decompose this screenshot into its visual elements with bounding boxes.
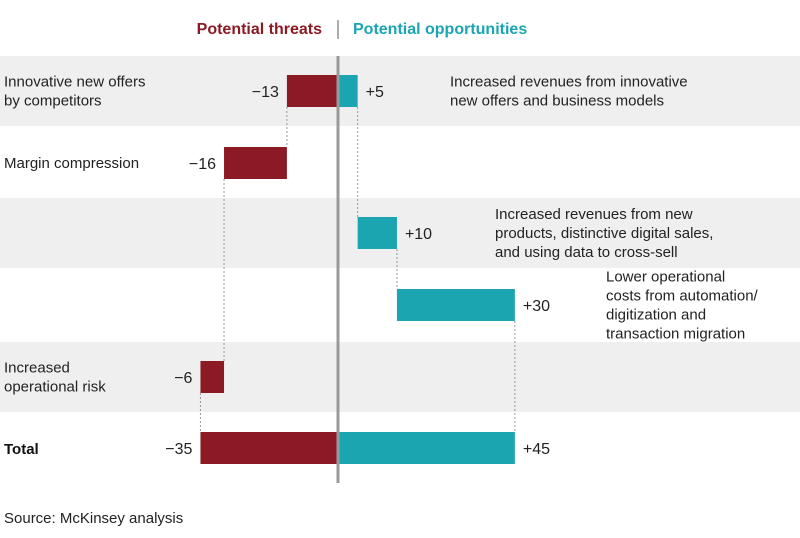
- threat-bar: [224, 147, 287, 179]
- total-label: Total: [4, 441, 39, 458]
- legend-divider: |: [335, 18, 340, 40]
- threat-category-label: Innovative new offers: [4, 74, 145, 91]
- source-note: Source: McKinsey analysis: [4, 510, 183, 527]
- opportunity-value-label: +10: [405, 226, 432, 243]
- row-band: [0, 56, 800, 126]
- row-bands: [0, 56, 800, 412]
- legend-opportunities: Potential opportunities: [353, 21, 527, 38]
- threat-value-label: −6: [174, 370, 192, 387]
- legend-threats: Potential threats: [197, 21, 322, 38]
- opportunity-bar: [396, 289, 515, 321]
- opportunity-bar: [357, 217, 397, 249]
- threat-category-label: operational risk: [4, 379, 106, 396]
- total-opportunity-value-label: +45: [523, 441, 550, 458]
- total-threat-bar: [200, 432, 338, 464]
- opportunity-category-label: transaction migration: [606, 326, 745, 343]
- opportunity-category-label: digitization and: [606, 307, 706, 324]
- row-band: [0, 342, 800, 412]
- threat-category-label: Increased: [4, 360, 70, 377]
- connector-lines: [199, 107, 516, 432]
- threat-category-label: Margin compression: [4, 155, 139, 172]
- threat-value-label: −13: [252, 84, 279, 101]
- opportunity-value-label: +30: [523, 298, 550, 315]
- bars: [200, 75, 515, 464]
- opportunity-category-label: and using data to cross-sell: [495, 244, 678, 261]
- opportunity-category-label: costs from automation/: [606, 288, 759, 305]
- total-opportunity-bar: [338, 432, 515, 464]
- opportunity-value-label: +5: [366, 84, 384, 101]
- opportunity-category-label: Lower operational: [606, 269, 725, 286]
- threat-category-label: by competitors: [4, 93, 102, 110]
- threat-bar: [286, 75, 338, 107]
- threat-bar: [200, 361, 225, 393]
- opportunity-category-label: Increased revenues from new: [495, 206, 693, 223]
- row-band: [0, 198, 800, 268]
- labels: −13 Innovative new offers by competitors +5…: [4, 74, 759, 459]
- opportunity-category-label: new offers and business models: [450, 93, 664, 110]
- opportunity-category-label: products, distinctive digital sales,: [495, 225, 713, 242]
- total-threat-value-label: −35: [165, 441, 192, 458]
- opportunity-category-label: Increased revenues from innovative: [450, 74, 688, 91]
- opportunity-bar: [338, 75, 358, 107]
- threat-value-label: −16: [189, 156, 216, 173]
